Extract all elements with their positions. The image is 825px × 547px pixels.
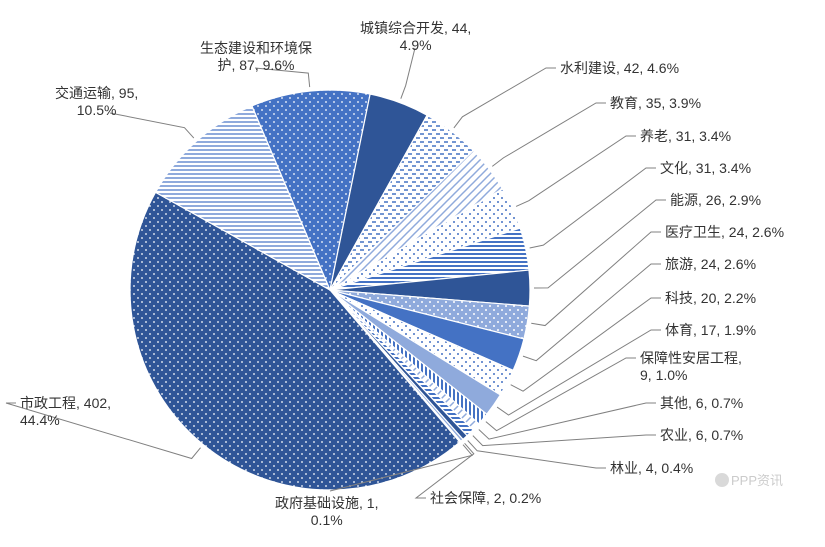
slice-label: 科技, 20, 2.2% [665, 290, 756, 307]
watermark-text: PPP资讯 [731, 473, 783, 488]
slice-label: 旅游, 24, 2.6% [665, 256, 756, 273]
slice-label: 教育, 35, 3.9% [610, 95, 701, 112]
watermark-icon [715, 473, 729, 487]
slice-label: 交通运输, 95, 10.5% [55, 85, 138, 119]
slice-label: 农业, 6, 0.7% [660, 427, 743, 444]
slice-label: 文化, 31, 3.4% [660, 160, 751, 177]
slice-label: 保障性安居工程, 9, 1.0% [640, 350, 742, 384]
leader-line [479, 403, 656, 439]
slice-label: 政府基础设施, 1, 0.1% [275, 495, 378, 529]
leader-line [530, 168, 656, 248]
leader-line [511, 298, 661, 391]
pie-chart: 生态建设和环境保 护, 87, 9.6% 城镇综合开发, 44, 4.9% 水利建设… [0, 0, 825, 547]
slice-label: 养老, 31, 3.4% [640, 128, 731, 145]
leader-line [401, 48, 415, 99]
slice-label: 水利建设, 42, 4.6% [560, 60, 679, 77]
slice-label: 体育, 17, 1.9% [665, 322, 756, 339]
slice-label: 城镇综合开发, 44, 4.9% [360, 20, 471, 54]
pie-svg [0, 0, 825, 547]
leader-line [523, 264, 661, 361]
leader-line [531, 232, 661, 326]
leader-line [492, 103, 606, 166]
slice-label: 社会保障, 2, 0.2% [430, 490, 541, 507]
slice-label: 林业, 4, 0.4% [610, 460, 693, 477]
slice-label: 其他, 6, 0.7% [660, 395, 743, 412]
watermark: PPP资讯 [715, 470, 783, 489]
leader-line [534, 200, 666, 288]
slice-label: 医疗卫生, 24, 2.6% [665, 224, 784, 241]
leader-line [516, 136, 636, 206]
slice-label: 能源, 26, 2.9% [670, 192, 761, 209]
slice-label: 生态建设和环境保 护, 87, 9.6% [200, 40, 312, 74]
leader-line [454, 68, 556, 128]
slice-label: 市政工程, 402, 44.4% [20, 395, 111, 429]
leader-line [468, 440, 606, 468]
